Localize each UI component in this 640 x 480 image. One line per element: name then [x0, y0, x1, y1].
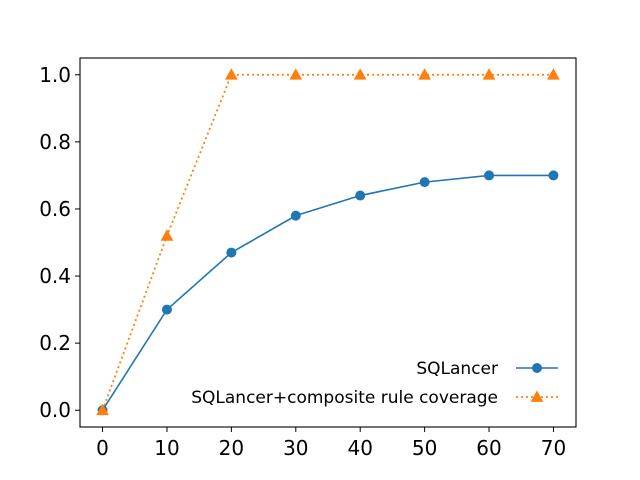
x-tick-label: 0	[96, 436, 109, 460]
y-tick-label: 0.2	[39, 331, 71, 355]
series-sqlancer-composite	[96, 68, 560, 416]
data-point	[353, 68, 367, 80]
series-line	[101, 73, 554, 411]
data-point	[289, 68, 303, 80]
data-point	[225, 68, 238, 80]
x-axis: 0 10 20 30 40 50 60 70	[96, 427, 566, 460]
data-point	[419, 177, 430, 188]
x-tick-label: 20	[219, 436, 244, 460]
x-tick-label: 40	[347, 436, 372, 460]
y-tick-label: 0.8	[39, 130, 71, 154]
x-tick-label: 10	[154, 436, 179, 460]
legend-label: SQLancer+composite rule coverage	[191, 388, 498, 408]
y-tick-label: 0.6	[39, 197, 71, 221]
y-tick-label: 1.0	[39, 63, 71, 87]
data-point	[161, 304, 172, 315]
series-layer	[96, 68, 560, 416]
x-tick-label: 60	[476, 436, 501, 460]
data-point	[290, 210, 301, 221]
legend-marker	[532, 363, 542, 373]
x-tick-label: 30	[283, 436, 308, 460]
data-point	[418, 68, 431, 80]
legend: SQLancer SQLancer+composite rule coverage	[191, 359, 558, 408]
plot-area	[79, 57, 577, 428]
y-axis: 0.0 0.2 0.4 0.6 0.8 1.0	[39, 63, 80, 422]
plot-frame	[79, 57, 577, 428]
y-tick-label: 0.0	[39, 398, 71, 422]
data-point	[160, 229, 174, 241]
data-point	[547, 68, 560, 80]
legend-marker	[530, 390, 544, 402]
data-point	[96, 403, 109, 416]
data-point	[484, 170, 495, 181]
data-point	[226, 247, 237, 258]
x-tick-label: 50	[412, 436, 437, 460]
series-line	[101, 174, 554, 411]
legend-label: SQLancer	[416, 359, 498, 379]
series-sqlancer	[97, 170, 559, 416]
data-point	[355, 190, 366, 201]
x-tick-label: 70	[541, 436, 566, 460]
data-point	[482, 68, 496, 80]
y-tick-label: 0.4	[39, 264, 71, 288]
data-point	[548, 170, 559, 181]
